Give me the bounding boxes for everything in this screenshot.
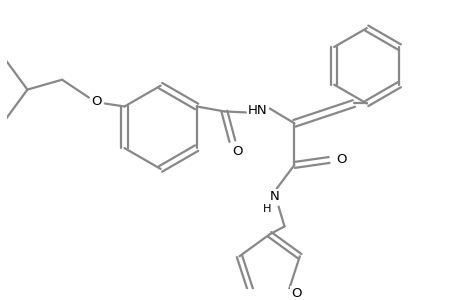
Text: O: O (291, 287, 301, 300)
Text: N: N (269, 190, 279, 203)
Text: O: O (91, 95, 102, 108)
Text: HN: HN (247, 104, 267, 117)
Text: O: O (335, 154, 346, 166)
Text: H: H (262, 204, 270, 214)
Text: O: O (231, 145, 242, 158)
